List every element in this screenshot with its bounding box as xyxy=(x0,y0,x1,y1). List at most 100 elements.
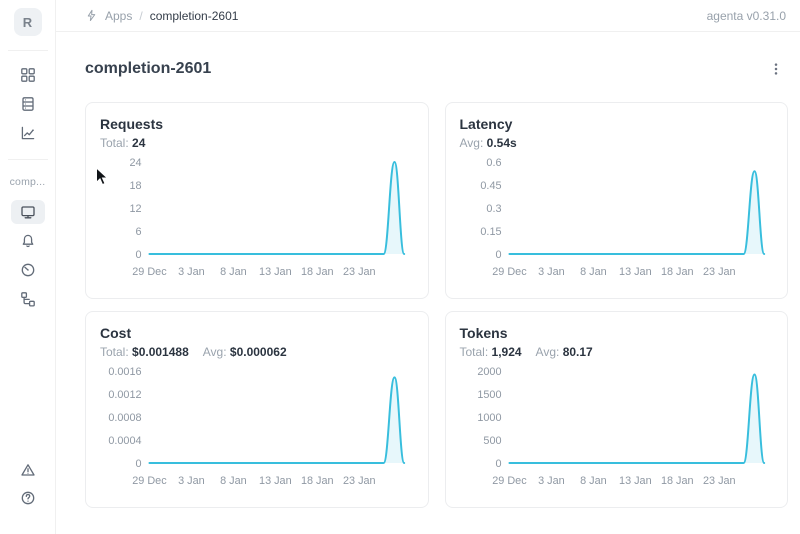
workspace-avatar[interactable]: R xyxy=(13,8,42,36)
sidebar-item-datasets[interactable] xyxy=(11,92,45,116)
sidebar: R xyxy=(0,0,56,534)
svg-text:18 Jan: 18 Jan xyxy=(301,266,334,278)
line-chart[interactable]: 0 500 1000 1500 2000 29 Dec 3 Jan 8 Jan 13 Jan 18… xyxy=(460,363,774,501)
apps-grid-icon xyxy=(20,68,35,82)
card-stat: Total: $0.001488 xyxy=(100,345,189,359)
svg-text:3 Jan: 3 Jan xyxy=(178,266,205,278)
card-title: Latency xyxy=(459,116,513,132)
metric-card: Tokens Total: 1,924 Avg: 80.17 0 500 1000 15… xyxy=(444,311,788,509)
stat-value: 0.54s xyxy=(486,136,517,151)
stat-label: Total: xyxy=(459,345,492,360)
svg-text:0: 0 xyxy=(135,458,141,470)
svg-text:0.0016: 0.0016 xyxy=(108,366,141,378)
metric-card: Cost Total: $0.001488 Avg: $0.000062 0 0.0… xyxy=(85,311,429,509)
svg-text:29 Dec: 29 Dec xyxy=(492,475,527,487)
line-chart[interactable]: 0 0.0004 0.0008 0.0012 0.0016 29 Dec 3 Jan 8 Ja… xyxy=(100,363,414,501)
stat-value: $0.000062 xyxy=(229,345,287,360)
card-title: Requests xyxy=(100,116,164,132)
playground-bell-icon xyxy=(22,234,33,248)
kebab-menu-icon xyxy=(774,63,778,75)
svg-text:18 Jan: 18 Jan xyxy=(660,266,693,278)
svg-text:13 Jan: 13 Jan xyxy=(259,475,292,487)
svg-text:0.15: 0.15 xyxy=(480,226,501,238)
svg-text:23 Jan: 23 Jan xyxy=(702,475,735,487)
card-stats: Total: 1,924 Avg: 80.17 xyxy=(460,345,774,359)
stat-label: Total: xyxy=(100,345,133,360)
sidebar-project-label: comp... xyxy=(9,176,46,188)
svg-text:1500: 1500 xyxy=(477,389,501,401)
sidebar-item-alerts[interactable] xyxy=(11,458,45,482)
overview-monitor-icon xyxy=(20,206,35,219)
card-stat: Total: 1,924 xyxy=(460,345,522,359)
more-menu-button[interactable] xyxy=(764,59,788,79)
sidebar-item-apps[interactable] xyxy=(11,63,45,87)
svg-text:29 Dec: 29 Dec xyxy=(132,266,167,278)
svg-text:0.6: 0.6 xyxy=(486,157,501,169)
sidebar-item-evaluations[interactable] xyxy=(11,121,45,145)
card-stats: Total: 24 xyxy=(100,136,414,150)
svg-text:0: 0 xyxy=(495,249,501,261)
svg-text:0: 0 xyxy=(495,458,501,470)
breadcrumb-apps-link[interactable]: Apps xyxy=(105,8,133,23)
metric-card: Requests Total: 24 0 6 12 18 24 29 Dec 3 Jan 8 … xyxy=(85,102,429,300)
traces-tree-icon xyxy=(20,292,35,307)
sidebar-item-observability[interactable] xyxy=(11,258,45,282)
svg-text:13 Jan: 13 Jan xyxy=(619,475,652,487)
page-title-row: completion-2601 xyxy=(85,56,788,82)
svg-text:0.3: 0.3 xyxy=(486,203,501,215)
svg-text:13 Jan: 13 Jan xyxy=(619,266,652,278)
sidebar-divider xyxy=(7,159,48,160)
svg-text:12: 12 xyxy=(129,203,141,215)
sidebar-item-traces[interactable] xyxy=(11,287,45,311)
version-label: agenta v0.31.0 xyxy=(706,8,786,23)
card-stat: Total: 24 xyxy=(100,136,145,150)
evaluations-chart-icon xyxy=(21,126,34,140)
sidebar-item-help[interactable] xyxy=(11,486,45,510)
sidebar-item-overview[interactable] xyxy=(10,200,45,224)
svg-text:23 Jan: 23 Jan xyxy=(343,475,376,487)
svg-text:29 Dec: 29 Dec xyxy=(132,475,167,487)
stat-value: 80.17 xyxy=(562,345,593,360)
sidebar-footer xyxy=(11,458,45,510)
bolt-icon xyxy=(87,9,96,22)
top-header: Apps / completion-2601 agenta v0.31.0 xyxy=(56,0,800,32)
svg-text:8 Jan: 8 Jan xyxy=(580,475,607,487)
line-chart[interactable]: 0 0.15 0.3 0.45 0.6 29 Dec 3 Jan 8 Jan 13 Jan 18 … xyxy=(460,154,774,292)
main-column: Apps / completion-2601 agenta v0.31.0 co… xyxy=(56,0,800,534)
svg-text:8 Jan: 8 Jan xyxy=(580,266,607,278)
help-circle-icon xyxy=(21,491,34,505)
card-title: Tokens xyxy=(459,325,508,342)
svg-text:3 Jan: 3 Jan xyxy=(538,475,565,487)
card-stat: Avg: $0.000062 xyxy=(203,345,287,359)
card-stats: Avg: 0.54s xyxy=(460,136,774,150)
sidebar-global-nav xyxy=(11,63,45,145)
svg-text:6: 6 xyxy=(135,226,141,238)
svg-text:18 Jan: 18 Jan xyxy=(301,475,334,487)
line-chart[interactable]: 0 6 12 18 24 29 Dec 3 Jan 8 Jan 13 Jan 18 Jan 23 J… xyxy=(100,154,414,292)
svg-text:8 Jan: 8 Jan xyxy=(220,475,247,487)
stat-value: $0.001488 xyxy=(132,345,189,360)
metric-card: Latency Avg: 0.54s 0 0.15 0.3 0.45 0.6 29 Dec… xyxy=(444,102,788,300)
svg-text:3 Jan: 3 Jan xyxy=(538,266,565,278)
card-stat: Avg: 80.17 xyxy=(536,345,593,359)
observability-gauge-icon xyxy=(21,263,34,277)
svg-text:500: 500 xyxy=(483,435,501,447)
svg-text:23 Jan: 23 Jan xyxy=(702,266,735,278)
svg-text:18 Jan: 18 Jan xyxy=(660,475,693,487)
stat-label: Avg: xyxy=(202,345,230,360)
svg-text:24: 24 xyxy=(129,157,141,169)
breadcrumb-separator: / xyxy=(139,8,143,23)
sidebar-item-playground[interactable] xyxy=(11,229,45,253)
page-content: completion-2601 Requests Total: 24 0 6 12 1… xyxy=(56,32,800,534)
svg-text:23 Jan: 23 Jan xyxy=(343,266,376,278)
breadcrumb: Apps / completion-2601 xyxy=(85,9,238,23)
stat-value: 1,924 xyxy=(491,345,522,360)
page-title: completion-2601 xyxy=(85,60,212,77)
stat-label: Total: xyxy=(100,136,133,151)
sidebar-divider xyxy=(7,50,48,51)
svg-text:0.0004: 0.0004 xyxy=(108,435,141,447)
svg-text:0.0012: 0.0012 xyxy=(108,389,141,401)
card-stats: Total: $0.001488 Avg: $0.000062 xyxy=(100,345,414,359)
stat-value: 24 xyxy=(132,136,146,151)
